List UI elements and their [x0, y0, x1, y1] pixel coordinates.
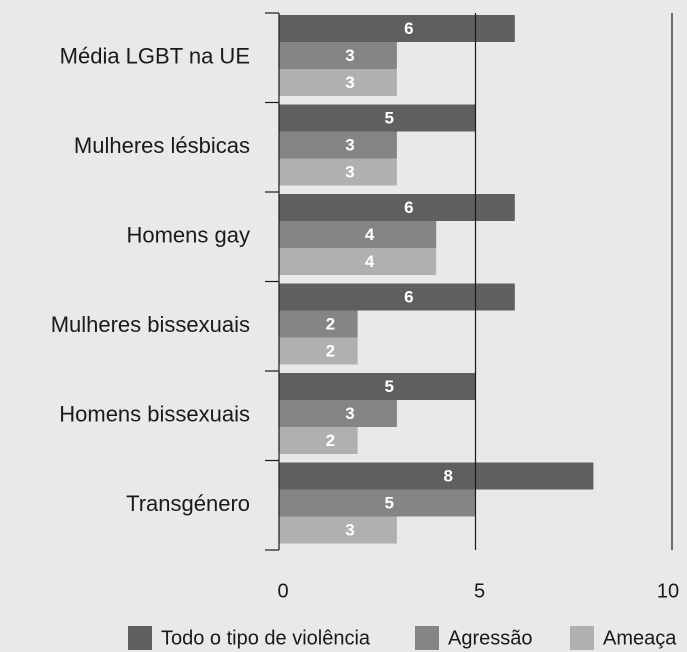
data-label: 3 — [345, 404, 354, 423]
bar — [279, 248, 437, 275]
bar — [279, 69, 397, 96]
data-label: 3 — [345, 520, 354, 539]
data-label: 3 — [345, 162, 354, 181]
x-tick-label: 10 — [657, 580, 679, 602]
bar — [279, 427, 358, 454]
data-label: 5 — [385, 377, 394, 396]
bar — [279, 310, 358, 338]
data-label: 2 — [326, 314, 335, 333]
bar — [279, 131, 397, 159]
bar — [279, 158, 397, 186]
bar — [279, 489, 476, 517]
legend-swatch — [415, 626, 439, 650]
data-label: 6 — [404, 198, 413, 217]
data-label: 5 — [385, 493, 394, 512]
bar — [279, 400, 397, 427]
legend-swatch — [128, 626, 152, 650]
y-tick-label: Transgénero — [126, 491, 250, 516]
x-tick-label: 0 — [277, 580, 288, 602]
data-label: 4 — [365, 225, 375, 244]
y-tick-label: Homens gay — [126, 223, 250, 248]
x-tick-label: 5 — [474, 580, 485, 602]
data-label: 6 — [404, 19, 413, 38]
data-label: 6 — [404, 287, 413, 306]
bar — [279, 194, 515, 221]
bar — [279, 373, 476, 400]
legend-label: Ameaça — [603, 627, 677, 649]
data-label: 3 — [345, 46, 354, 65]
bar — [279, 104, 476, 132]
data-label: 3 — [345, 135, 354, 154]
bar — [279, 283, 515, 311]
legend-swatch — [570, 626, 594, 650]
y-tick-label: Mulheres lésbicas — [74, 133, 250, 158]
bar — [279, 15, 515, 42]
bar — [279, 337, 358, 365]
data-label: 3 — [345, 73, 354, 92]
y-tick-label: Homens bissexuais — [59, 402, 250, 427]
data-label: 5 — [385, 108, 394, 127]
data-label: 4 — [365, 252, 375, 271]
legend-label: Agressão — [448, 627, 533, 649]
y-tick-label: Média LGBT na UE — [60, 44, 250, 69]
legend-label: Todo o tipo de violência — [161, 627, 371, 649]
bar — [279, 221, 437, 248]
bar — [279, 462, 594, 490]
y-tick-label: Mulheres bissexuais — [51, 312, 250, 337]
data-label: 2 — [326, 341, 335, 360]
data-label: 8 — [443, 466, 452, 485]
bar — [279, 516, 397, 544]
data-label: 2 — [326, 431, 335, 450]
bar — [279, 42, 397, 69]
